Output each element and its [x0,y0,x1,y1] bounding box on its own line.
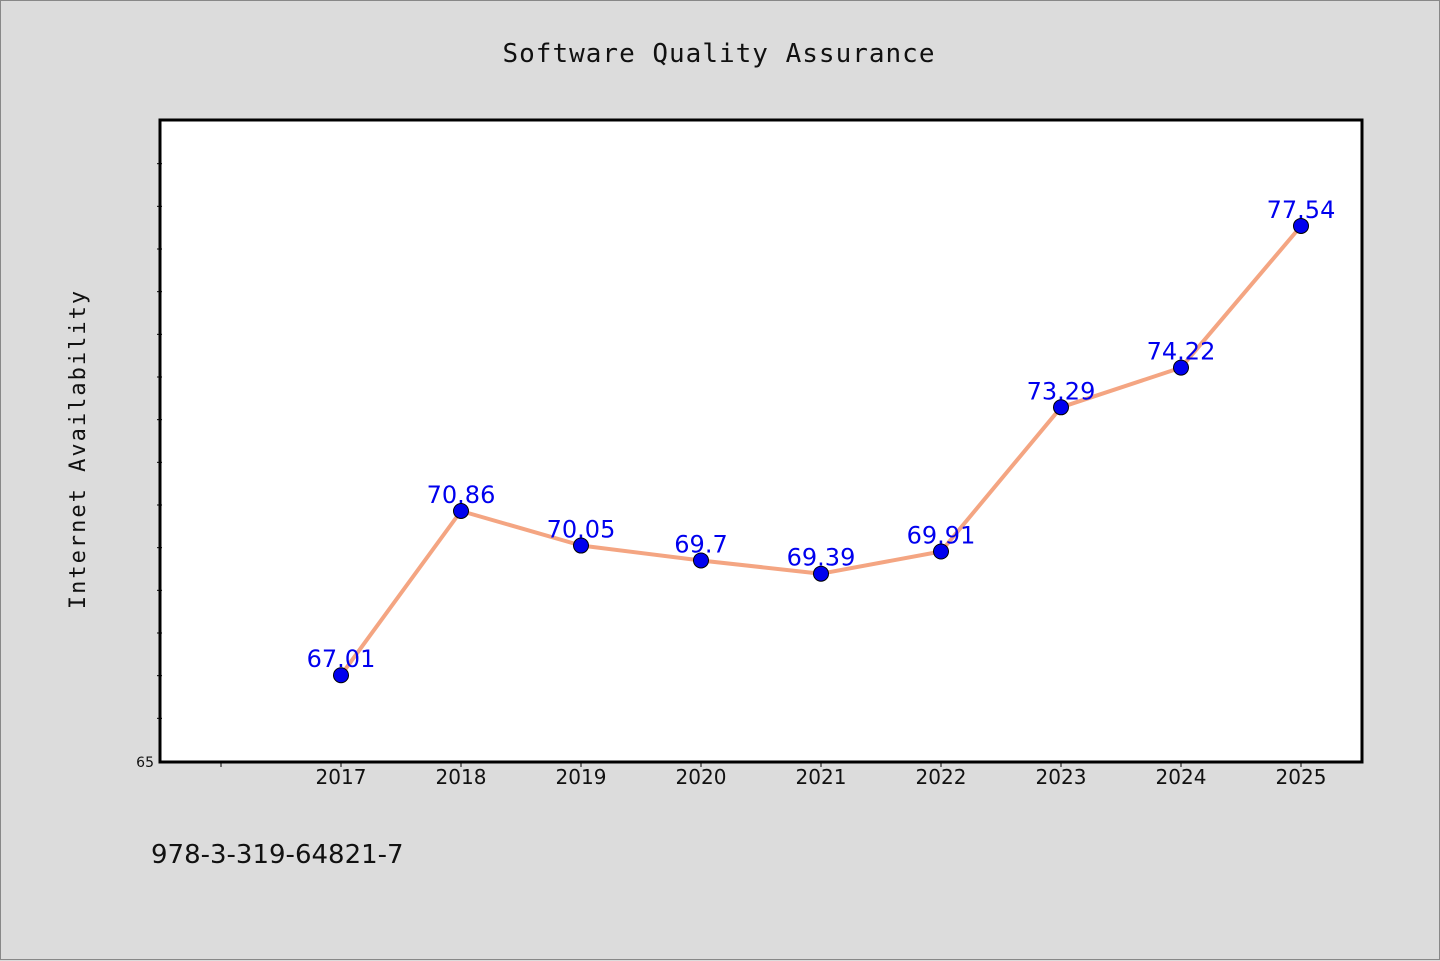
isbn-footer: 978-3-319-64821-7 [151,840,404,870]
data-label: 69.39 [787,544,856,572]
data-point [573,537,589,554]
data-point [453,502,469,519]
data-point [813,565,829,582]
x-tick-label: 2022 [916,765,967,789]
data-point [693,552,709,569]
x-tick-label: 2024 [1156,765,1207,789]
y-axis-ticks [157,163,162,719]
y-tick-label-min: 65 [136,755,154,771]
x-tick-label: 2023 [1036,765,1087,789]
chart-title: Software Quality Assurance [503,39,936,69]
data-point [933,543,949,560]
data-label: 69.7 [674,530,727,558]
plot-area [158,118,1364,764]
data-point [333,667,349,684]
x-tick-label: 2021 [796,765,847,789]
x-tick-label: 2018 [436,765,487,789]
series-group: 67.01 70.86 70.05 69.7 69.39 69.91 73.29 74.22 7… [307,196,1336,684]
data-point [1173,359,1189,376]
data-label: 74.22 [1147,338,1216,366]
data-label: 70.86 [427,481,496,509]
data-label: 77.54 [1267,196,1336,224]
x-tick-label: 2025 [1276,765,1327,789]
x-tick-label: 2017 [316,765,367,789]
data-label: 70.05 [547,516,616,544]
x-tick-label: 2019 [556,765,607,789]
y-axis-label: Internet Availability [66,289,91,609]
data-label: 73.29 [1027,377,1096,405]
x-axis-ticks: 2017 2018 2019 2020 2021 2022 2023 2024 2025 [220,761,1327,789]
data-label: 69.91 [907,522,976,550]
data-point [1293,217,1309,234]
data-point [1053,399,1069,416]
data-label: 67.01 [307,645,376,673]
x-tick-label: 2020 [676,765,727,789]
